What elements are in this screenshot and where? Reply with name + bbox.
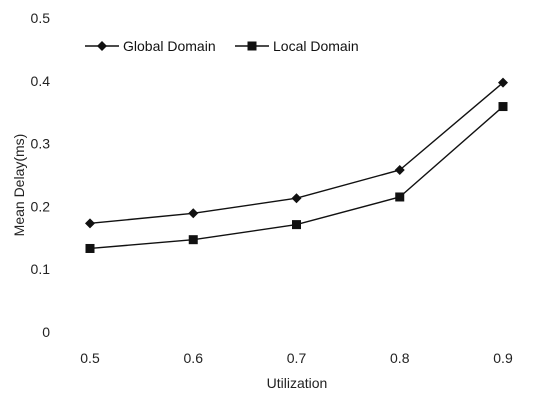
global-domain-point [291,193,302,204]
y-tick-label: 0.3 [31,136,51,152]
global-domain-point [85,218,95,229]
x-axis-title: Utilization [267,375,328,391]
global-domain-point [498,77,508,88]
global-domain-point [188,208,199,219]
y-axis-ticks: 0 0.1 0.2 0.3 0.4 0.5 [31,10,51,340]
x-tick-label: 0.5 [80,350,100,366]
legend-label: Global Domain [123,38,216,54]
legend-label: Local Domain [273,38,359,54]
series-layer [85,77,508,253]
series-group [85,102,508,253]
legend-item: Global Domain [85,38,216,54]
global-domain-point [394,164,405,175]
legend-marker-diamond [97,41,107,51]
y-axis-title: Mean Delay(ms) [11,134,27,237]
local-domain-point [292,220,301,230]
legend-marker-square [247,41,257,51]
y-tick-label: 0.1 [31,261,51,277]
y-tick-label: 0.5 [31,10,51,26]
x-tick-label: 0.9 [493,350,513,366]
x-tick-label: 0.6 [184,350,204,366]
local-domain-point [498,102,508,112]
y-tick-label: 0.2 [31,198,51,214]
x-tick-label: 0.7 [287,350,307,366]
local-domain-point [395,192,405,202]
local-domain-point [188,235,198,245]
y-tick-label: 0 [42,324,50,340]
legend: Global Domain Local Domain [85,38,359,54]
legend-item: Local Domain [235,38,359,54]
x-tick-label: 0.8 [390,350,410,366]
series-group [85,77,508,229]
y-tick-label: 0.4 [31,73,51,89]
x-axis-ticks: 0.5 0.6 0.7 0.8 0.9 [80,350,513,366]
local-domain-point [85,243,95,253]
